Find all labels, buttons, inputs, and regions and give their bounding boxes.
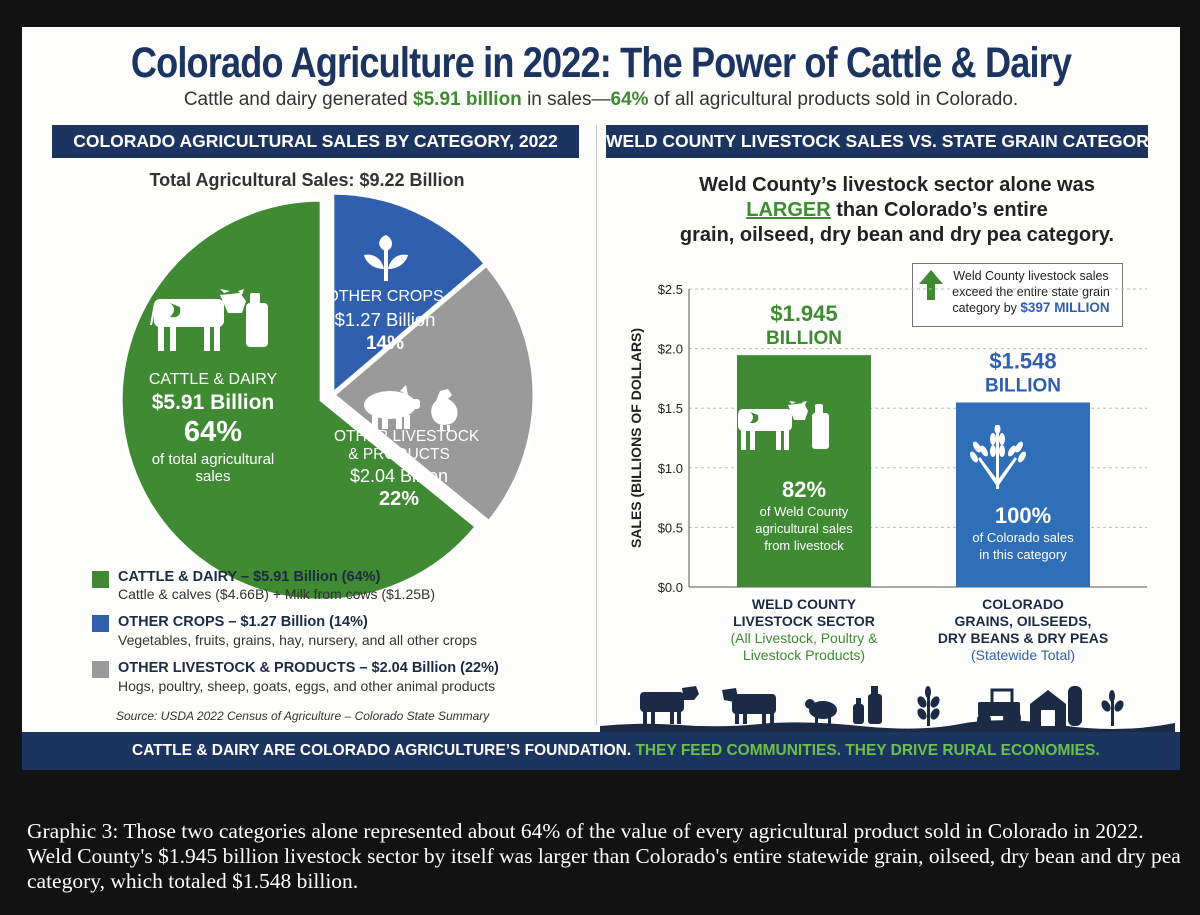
callout-text: category by bbox=[952, 301, 1021, 315]
pie-label-cattle-name: CATTLE & DAIRY bbox=[148, 371, 278, 388]
x-category-label: Livestock Products) bbox=[743, 647, 865, 663]
cow-and-milk-icon bbox=[150, 289, 268, 351]
bar-chart-intro: Weld County’s livestock sector alone was… bbox=[622, 173, 1172, 248]
bar-colorado-grain bbox=[956, 402, 1090, 587]
infographic-card: Colorado Agriculture in 2022: The Power … bbox=[22, 27, 1180, 770]
legend-detail-livestock: Hogs, poultry, sheep, goats, eggs, and o… bbox=[118, 678, 496, 694]
subtitle-text: Cattle and dairy generated bbox=[183, 89, 414, 110]
pie-label-crops-name: OTHER CROPS bbox=[326, 288, 444, 305]
figure-caption: Graphic 3: Those two categories alone re… bbox=[27, 819, 1181, 893]
farm-silhouette-illustration bbox=[600, 686, 1175, 732]
legend-swatch-crops bbox=[92, 615, 109, 632]
pie-label-crops-value: $1.27 Billion bbox=[334, 309, 436, 330]
legend-title-crops: OTHER CROPS – $1.27 Billion (14%) bbox=[118, 614, 368, 630]
y-tick-label: $0.5 bbox=[658, 520, 683, 535]
intro-highlight: LARGER bbox=[746, 199, 831, 221]
legend-detail-crops: Vegetables, fruits, grains, hay, nursery… bbox=[118, 632, 478, 648]
pie-label-cattle-pct: 64% bbox=[183, 416, 243, 448]
callout-line: Weld County livestock sales bbox=[953, 269, 1109, 283]
bar-share-note: agricultural sales bbox=[755, 521, 853, 536]
pig-and-chicken-icon bbox=[364, 385, 458, 431]
cow-and-milk-icon bbox=[738, 401, 829, 450]
bar-value-label: BILLION bbox=[766, 328, 842, 349]
bar-weld-livestock bbox=[737, 355, 871, 587]
x-category-label: DRY BEANS & DRY PEAS bbox=[938, 630, 1108, 646]
x-category-label: COLORADO bbox=[982, 596, 1064, 612]
callout-text: Weld County livestock sales exceed the e… bbox=[943, 268, 1119, 316]
page-title: Colorado Agriculture in 2022: The Power … bbox=[130, 39, 1072, 87]
callout-highlight: $397 MILLION bbox=[1020, 300, 1110, 315]
pie-label-crops: OTHER CROPS $1.27 Billion 14% bbox=[320, 288, 450, 355]
x-category-label: (Statewide Total) bbox=[971, 647, 1075, 663]
x-category-label: (All Livestock, Poultry & bbox=[730, 630, 878, 646]
bar-share-note: in this category bbox=[979, 547, 1067, 562]
bar-chart: SALES (BILLIONS OF DOLLARS) $0.0 $0.5 $1.0 $… bbox=[628, 282, 1147, 663]
pie-label-livestock-pct: 22% bbox=[378, 488, 420, 510]
y-tick-label: $1.0 bbox=[658, 461, 683, 476]
bar-value-label: $1.945 bbox=[770, 301, 837, 326]
footer-highlight: THEY FEED COMMUNITIES. THEY DRIVE RURAL … bbox=[631, 742, 1100, 759]
left-panel-heading: COLORADO AGRICULTURAL SALES BY CATEGORY,… bbox=[52, 125, 579, 158]
legend-title-livestock: OTHER LIVESTOCK & PRODUCTS – $2.04 Billi… bbox=[118, 660, 499, 676]
right-panel-heading: WELD COUNTY LIVESTOCK SALES VS. STATE GR… bbox=[606, 125, 1148, 158]
pie-total-label: Total Agricultural Sales: $9.22 Billion bbox=[149, 170, 465, 190]
legend-swatch-cattle bbox=[92, 571, 109, 588]
bar-value-label: BILLION bbox=[985, 375, 1061, 396]
wheat-icon bbox=[970, 425, 1026, 489]
pie-label-cattle-note: sales bbox=[195, 468, 231, 485]
bar-share-note: of Weld County bbox=[760, 504, 849, 519]
x-category-label: WELD COUNTY bbox=[752, 596, 857, 612]
pie-slice-crops bbox=[331, 191, 488, 397]
subtitle-text: in sales— bbox=[521, 89, 611, 110]
intro-line: Weld County’s livestock sector alone was bbox=[699, 174, 1095, 196]
sprout-icon bbox=[364, 235, 408, 281]
pie-label-livestock-name: & PRODUCTS bbox=[348, 446, 450, 463]
subtitle-highlight-sales: $5.91 billion bbox=[413, 89, 522, 110]
y-axis-title: SALES (BILLIONS OF DOLLARS) bbox=[628, 328, 644, 548]
bar-share-note: from livestock bbox=[764, 538, 844, 553]
bar-share-note: of Colorado sales bbox=[972, 530, 1074, 545]
x-category-label: GRAINS, OILSEEDS, bbox=[955, 613, 1092, 629]
legend-title-cattle: CATTLE & DAIRY – $5.91 Billion (64%) bbox=[118, 569, 381, 585]
subtitle-highlight-share: 64% bbox=[610, 89, 649, 110]
y-tick-label: $2.0 bbox=[658, 342, 683, 357]
panel-divider bbox=[596, 125, 597, 725]
intro-line: grain, oilseed, dry bean and dry pea cat… bbox=[679, 224, 1115, 246]
footer-banner: CATTLE & DAIRY ARE COLORADO AGRICULTURE’… bbox=[22, 732, 1180, 770]
pie-label-livestock-value: $2.04 Billion bbox=[349, 466, 449, 486]
pie-label-cattle-note: of total agricultural bbox=[151, 451, 275, 468]
footer-text: CATTLE & DAIRY ARE COLORADO AGRICULTURE’… bbox=[132, 742, 632, 759]
subtitle-text: of all agricultural products sold in Col… bbox=[648, 89, 1019, 110]
up-arrow-icon bbox=[919, 270, 943, 300]
x-category-label: LIVESTOCK SECTOR bbox=[733, 613, 875, 629]
callout-line: category by $397 MILLION bbox=[943, 300, 1119, 316]
pie-label-livestock: OTHER LIVESTOCK & PRODUCTS $2.04 Billion… bbox=[334, 428, 480, 511]
pie-label-cattle: CATTLE & DAIRY $5.91 Billion 64% of tota… bbox=[128, 371, 298, 485]
pie-label-cattle-value: $5.91 Billion bbox=[151, 391, 275, 414]
legend-swatch-livestock bbox=[92, 661, 109, 678]
y-tick-label: $0.0 bbox=[658, 580, 683, 595]
source-note: Source: USDA 2022 Census of Agriculture … bbox=[116, 709, 490, 723]
page-subtitle: Cattle and dairy generated $5.91 billion… bbox=[22, 89, 1180, 111]
y-tick-label: $1.5 bbox=[658, 401, 683, 416]
pie-label-crops-pct: 14% bbox=[365, 333, 405, 354]
bar-share-pct: 82% bbox=[782, 477, 826, 502]
bar-share-pct: 100% bbox=[995, 503, 1051, 528]
difference-callout: Weld County livestock sales exceed the e… bbox=[912, 263, 1123, 327]
pie-slice-livestock bbox=[331, 263, 536, 524]
legend-detail-cattle: Cattle & calves ($4.66B) + Milk from cow… bbox=[118, 586, 436, 602]
y-tick-label: $2.5 bbox=[658, 282, 683, 297]
bar-value-label: $1.548 bbox=[989, 348, 1056, 373]
pie-label-livestock-name: OTHER LIVESTOCK bbox=[334, 428, 480, 445]
intro-line: LARGER than Colorado’s entire bbox=[622, 198, 1172, 223]
intro-text: than Colorado’s entire bbox=[830, 199, 1048, 221]
